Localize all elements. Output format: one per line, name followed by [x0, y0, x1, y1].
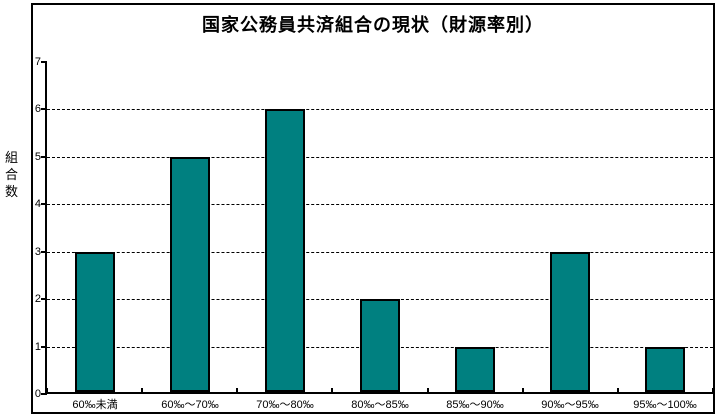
x-axis-category-label: 80‰～85‰ — [351, 399, 409, 411]
y-axis-tick — [41, 251, 47, 253]
chart-title: 国家公務員共済組合の現状（財源率別） — [202, 15, 544, 35]
y-axis-tick — [41, 203, 47, 205]
y-axis-tick — [41, 393, 47, 395]
gridline — [47, 252, 713, 253]
y-axis-tick — [41, 156, 47, 158]
gridline — [47, 157, 713, 158]
bar — [75, 252, 115, 392]
gridline — [47, 109, 713, 110]
y-axis-tick — [41, 298, 47, 300]
y-axis-tick-label: 1 — [34, 341, 41, 353]
x-axis-tick — [236, 388, 238, 394]
x-axis-tick — [712, 388, 714, 394]
x-axis-category-label: 95‰～100‰ — [633, 399, 697, 411]
y-axis-tick-label: 0 — [34, 388, 41, 400]
x-axis-tick — [141, 388, 143, 394]
y-axis-tick-label: 3 — [34, 246, 41, 258]
x-axis-tick — [46, 388, 48, 394]
bar — [645, 347, 685, 392]
bar — [550, 252, 590, 392]
y-axis-tick-label: 5 — [34, 151, 41, 163]
x-axis-category-label: 85‰～90‰ — [446, 399, 504, 411]
bar — [265, 109, 305, 392]
x-axis-tick — [427, 388, 429, 394]
bar — [170, 157, 210, 392]
y-axis-tick-label: 6 — [34, 103, 41, 115]
y-axis-title: 組合数 — [4, 150, 18, 199]
x-axis-category-label: 60‰～70‰ — [161, 399, 219, 411]
bar — [360, 299, 400, 392]
y-axis-tick-label: 7 — [34, 56, 41, 68]
y-axis-tick — [41, 61, 47, 63]
x-axis-tick — [331, 388, 333, 394]
x-axis-category-label: 70‰～80‰ — [256, 399, 314, 411]
x-axis-category-label: 60‰未満 — [72, 399, 118, 411]
y-axis-tick-label: 4 — [34, 198, 41, 210]
x-axis-category-label: 90‰～95‰ — [541, 399, 599, 411]
y-axis-tick — [41, 108, 47, 110]
y-axis-tick-label: 2 — [34, 293, 41, 305]
x-axis-tick — [522, 388, 524, 394]
y-axis-tick — [41, 346, 47, 348]
x-axis-tick — [617, 388, 619, 394]
bar — [455, 347, 495, 392]
gridline — [47, 204, 713, 205]
